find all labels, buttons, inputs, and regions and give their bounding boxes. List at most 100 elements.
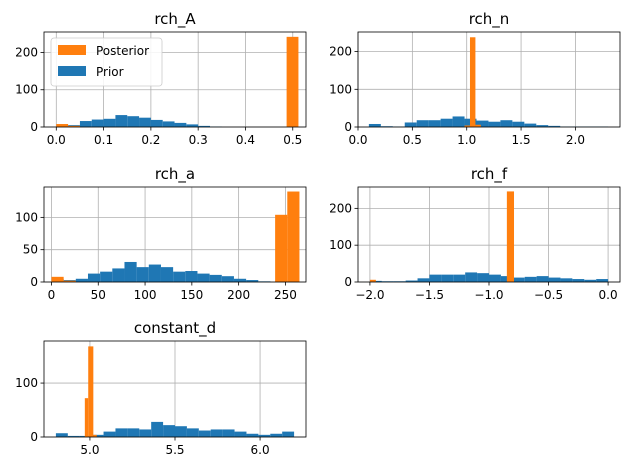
x-tick-label: 150 — [180, 288, 203, 302]
x-tick-label: 0.5 — [283, 133, 302, 147]
prior-bar — [79, 121, 92, 127]
prior-bar — [246, 280, 259, 282]
prior-bar — [127, 428, 140, 437]
x-tick-label: −1.0 — [474, 288, 503, 302]
prior-bar — [198, 430, 211, 437]
panel-rch-n: 0.0 0.5 1.0 1.5 2.0 0 100 200 rch_n — [329, 10, 621, 147]
prior-legend-swatch — [58, 66, 86, 76]
x-tick-label: 1.5 — [512, 133, 531, 147]
prior-bar — [160, 267, 174, 282]
prior-bar — [151, 421, 164, 437]
prior-bar — [572, 279, 585, 282]
panel-title: rch_n — [469, 10, 510, 29]
x-tick-label: 0.1 — [94, 133, 113, 147]
x-tick-label: 0.0 — [47, 133, 66, 147]
prior-bar — [429, 274, 442, 282]
x-tick-label: 1.0 — [457, 133, 476, 147]
prior-bar — [512, 277, 525, 282]
posterior-bar — [88, 346, 94, 437]
prior-bar — [440, 118, 453, 127]
prior-bar — [416, 120, 429, 127]
x-tick-label: 0.0 — [348, 133, 367, 147]
posterior-legend-swatch — [58, 45, 86, 55]
prior-bar — [282, 431, 295, 437]
prior-bar — [453, 274, 466, 282]
x-tick-label: 2.0 — [566, 133, 585, 147]
posterior-bar — [93, 434, 97, 437]
prior-bar — [524, 276, 537, 282]
prior-bar — [596, 279, 609, 282]
x-tick-label: 0.2 — [141, 133, 160, 147]
posterior-bar — [68, 125, 80, 127]
y-tick-label: 100 — [329, 238, 352, 252]
prior-bar — [67, 435, 80, 437]
prior-bar — [139, 117, 151, 127]
prior-bar — [100, 271, 113, 282]
x-tick-label: 100 — [134, 288, 157, 302]
y-tick-label: 0 — [30, 430, 38, 444]
prior-bar — [404, 122, 417, 127]
prior-bar — [488, 121, 501, 127]
y-tick-label: 200 — [329, 45, 352, 59]
prior-bar — [210, 429, 223, 437]
y-tick-label: 0 — [344, 275, 352, 289]
axes-frame — [43, 186, 307, 283]
prior-bar — [163, 425, 175, 437]
posterior-bar — [287, 191, 300, 282]
x-tick-label: −2.0 — [355, 288, 384, 302]
prior-bar — [428, 120, 441, 127]
panel-rch-f: −2.0 −1.5 −1.0 −0.5 0.0 0 100 200 rch_f — [329, 165, 621, 302]
prior-bar — [55, 433, 68, 437]
prior-bar — [87, 273, 101, 282]
prior-bar — [405, 280, 418, 282]
x-tick-label: 0.3 — [189, 133, 208, 147]
posterior-bar — [56, 124, 69, 127]
y-tick-label: 100 — [15, 210, 38, 224]
prior-bar — [489, 274, 501, 282]
posterior-bar — [51, 276, 64, 282]
prior-bar — [150, 119, 163, 127]
axes-frame — [357, 31, 621, 128]
prior-bar — [139, 429, 152, 437]
prior-bar — [246, 433, 259, 437]
prior-bar — [103, 118, 116, 127]
posterior-bar — [286, 36, 299, 127]
prior-bar — [441, 274, 454, 282]
y-tick-label: 200 — [329, 201, 352, 215]
prior-bar — [173, 271, 186, 282]
prior-bar — [477, 273, 489, 282]
panel-title: constant_d — [134, 319, 216, 338]
prior-bar — [500, 120, 513, 127]
prior-bar — [197, 273, 210, 282]
y-tick-label: 100 — [15, 376, 38, 390]
prior-bar — [209, 274, 222, 282]
prior-bar — [368, 123, 381, 127]
posterior-legend-label: Posterior — [96, 44, 149, 58]
x-tick-label: 0 — [48, 288, 56, 302]
prior-bar — [536, 125, 549, 127]
x-tick-label: 0.4 — [236, 133, 255, 147]
x-tick-label: 0.0 — [599, 288, 618, 302]
posterior-bar — [63, 280, 76, 282]
panel-rch-A: 0.0 0.1 0.2 0.3 0.4 0.50100200rch_APosteriorP… — [15, 10, 307, 147]
x-tick-label: 5.0 — [80, 443, 99, 457]
prior-bar — [175, 426, 187, 437]
prior-bar — [222, 429, 235, 437]
axes-frame — [43, 31, 307, 128]
prior-bar — [75, 278, 88, 282]
prior-bar — [258, 434, 271, 437]
x-tick-label: 200 — [227, 288, 250, 302]
prior-bar — [186, 428, 199, 437]
prior-bar — [548, 277, 561, 282]
y-tick-label: 0 — [30, 275, 38, 289]
prior-bar — [136, 267, 149, 282]
prior-bar — [115, 428, 128, 437]
posterior-bar — [275, 214, 288, 282]
x-tick-label: −1.5 — [415, 288, 444, 302]
prior-bar — [103, 431, 116, 437]
y-tick-label: 100 — [329, 82, 352, 96]
prior-bar — [524, 123, 537, 127]
prior-bar — [548, 125, 561, 127]
prior-bar — [124, 261, 137, 282]
